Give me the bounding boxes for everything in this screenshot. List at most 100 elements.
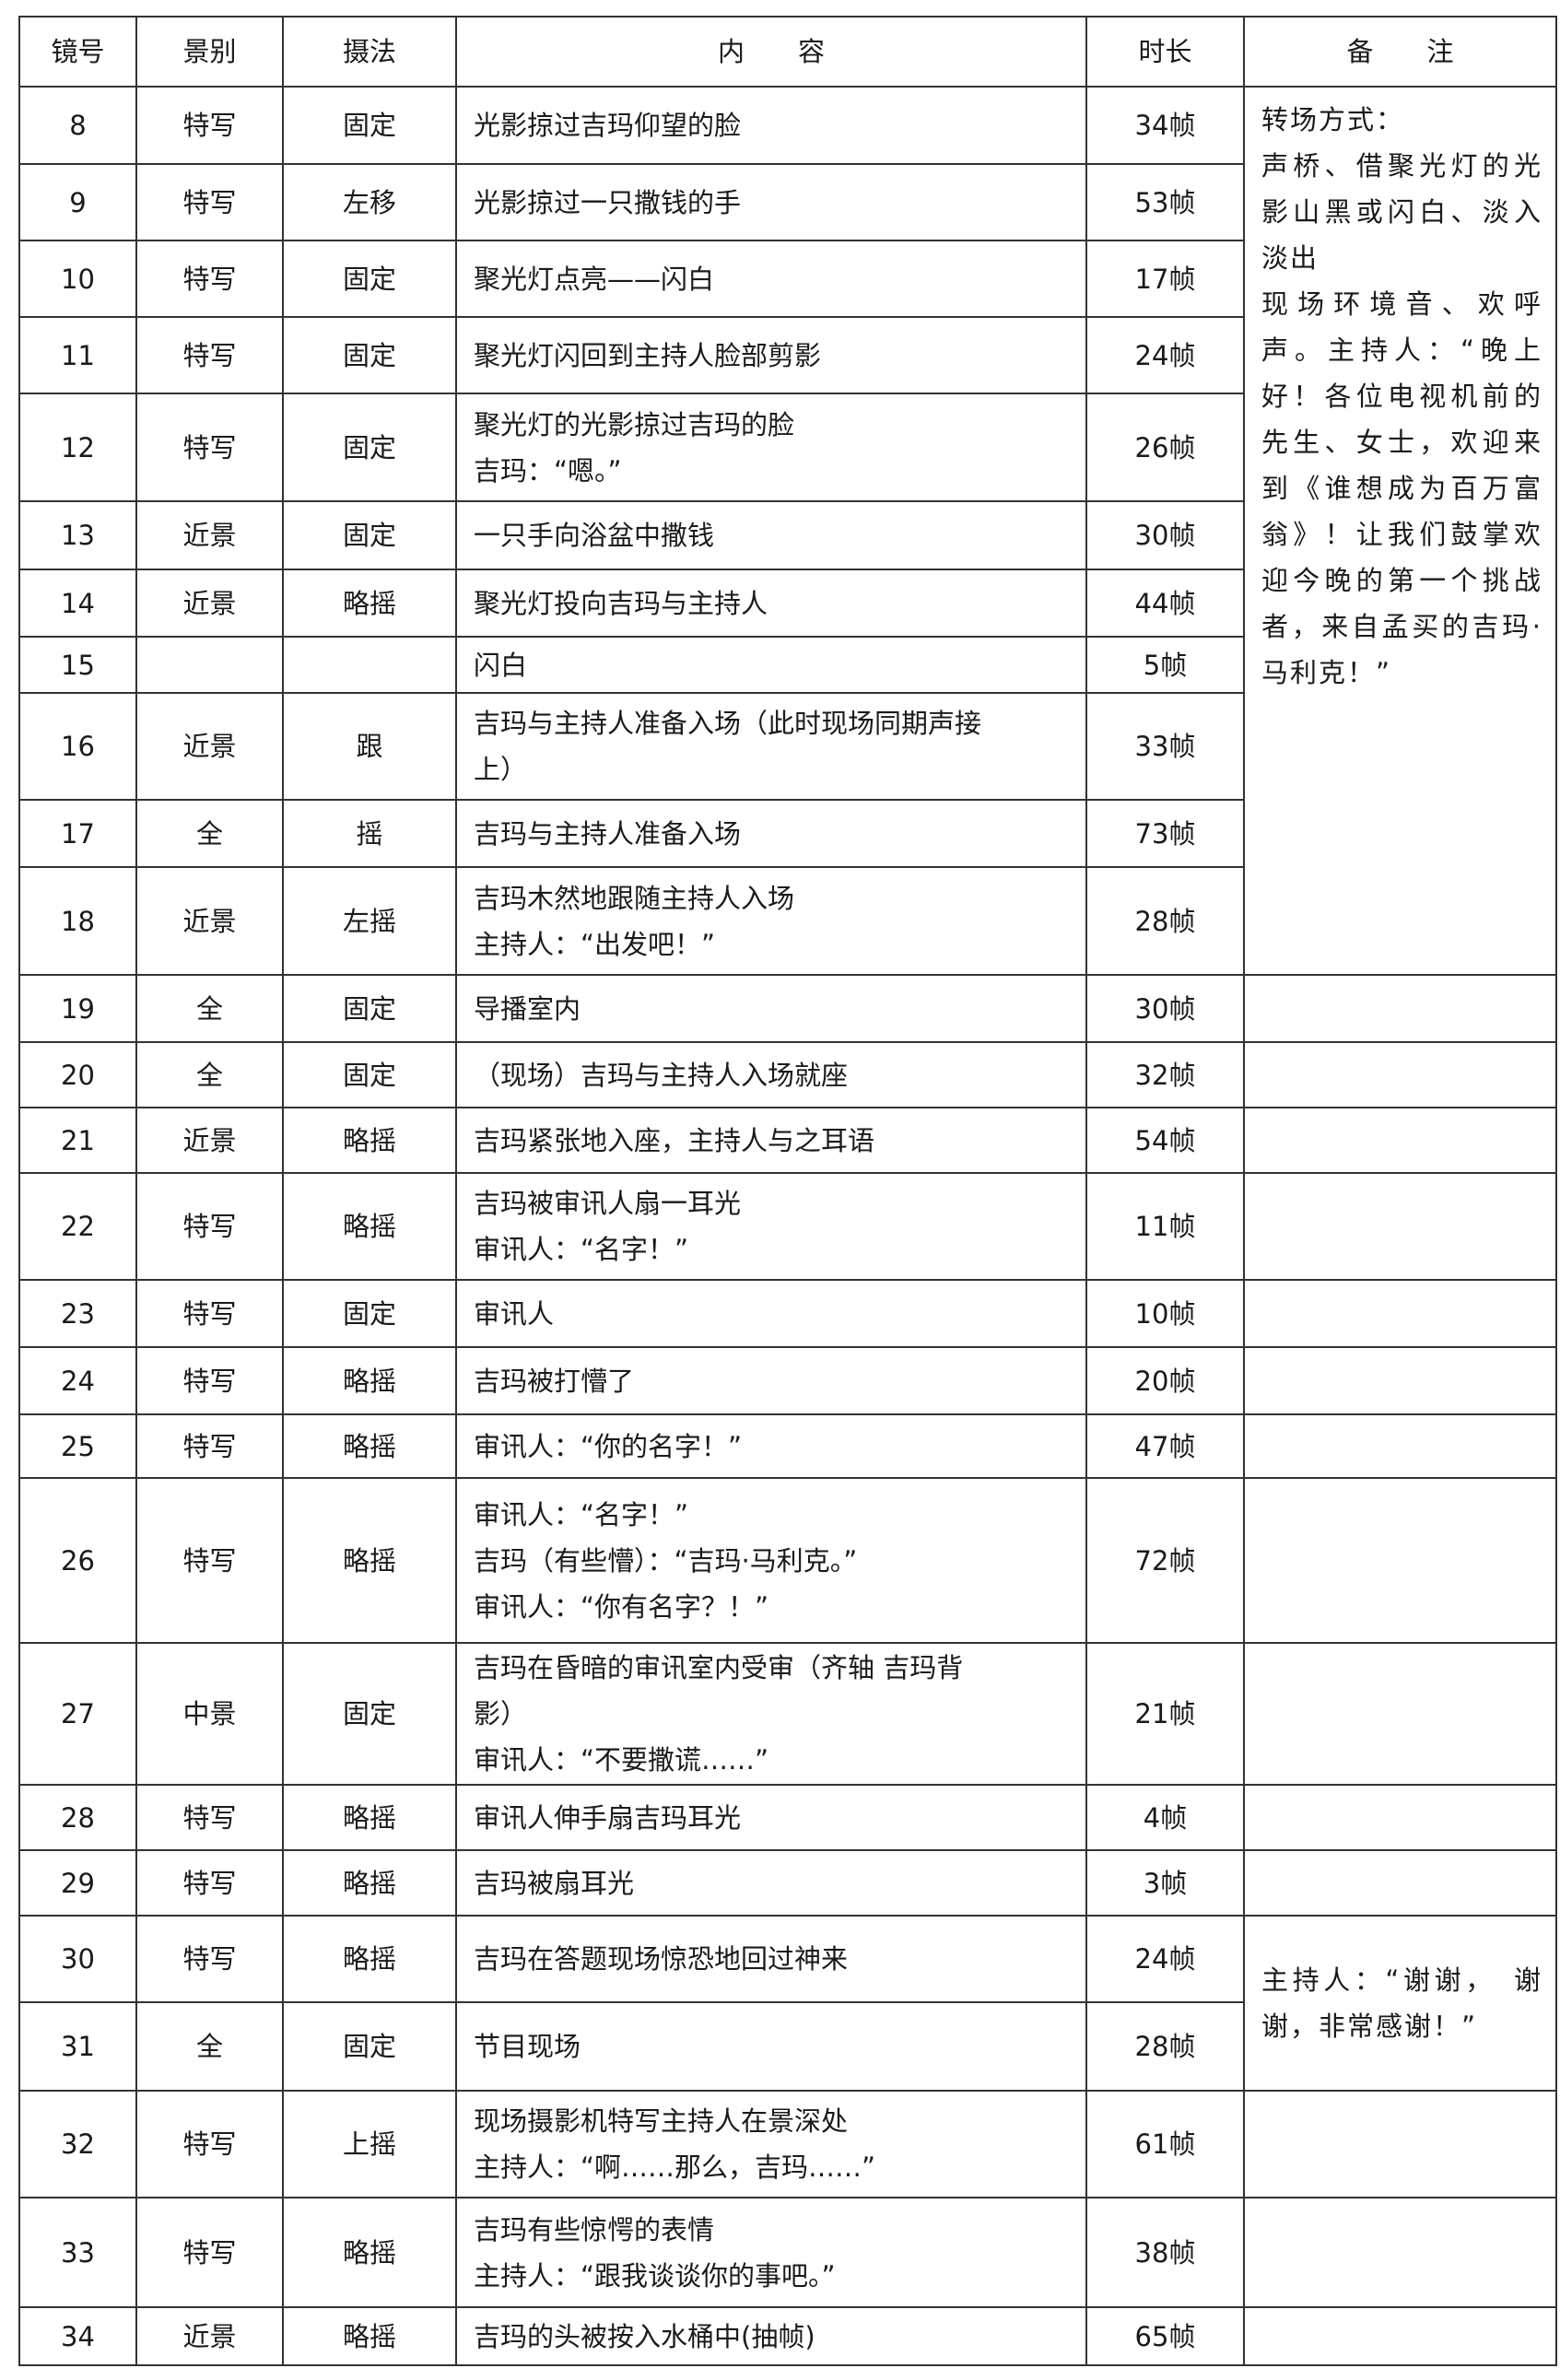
shot-scale-cell: 特写: [135, 393, 284, 502]
header-remark: 备 注: [1243, 16, 1557, 88]
content-line: 光影掠过一只撒钱的手: [474, 186, 742, 218]
duration-cell: 65帧: [1085, 2306, 1245, 2366]
duration-cell: 26帧: [1085, 393, 1245, 502]
content-line: 审讯人：“不要撒谎……”: [474, 1744, 769, 1776]
content-cell: 吉玛紧张地入座，主持人与之耳语: [455, 1107, 1087, 1174]
camera-move-cell: 略摇: [282, 1784, 457, 1851]
camera-move-cell: 固定: [282, 393, 457, 502]
table-row: 20 全固定 （现场）吉玛与主持人入场就座 32帧: [18, 1041, 1557, 1108]
content-line: 吉玛的头被按入水桶中(抽帧): [474, 2320, 815, 2352]
table-row: 9 特写 左移 光影掠过一只撒钱的手 53帧: [18, 163, 1556, 241]
table-row: 12 特写 固定 聚光灯的光影掠过吉玛的脸 吉玛：“嗯。” 26帧: [18, 393, 1556, 502]
table-row: 33 特写 略摇 吉玛有些惊愕的表情 主持人：“跟我谈谈你的事吧。” 38帧: [18, 2197, 1557, 2308]
camera-move-cell: 略摇: [282, 2197, 457, 2308]
table-row: 34 近景 略摇 吉玛的头被按入水桶中(抽帧) 65帧: [18, 2306, 1557, 2366]
shot-scale-cell: 全: [135, 974, 284, 1043]
shot-scale-cell: 特写: [135, 1849, 284, 1917]
duration-cell: 61帧: [1085, 2090, 1245, 2198]
table-row: 16 近景跟吉玛与主持人准备入场（此时现场同期声接 上） 33帧: [18, 692, 1556, 801]
remark-cell-empty: [1243, 2090, 1557, 2198]
shot-number-cell: 22: [18, 1172, 137, 1281]
content-line: 上）: [474, 754, 528, 785]
storyboard-table: 镜号 景别 摄法 内 容 时长 备 注 8 特写 固定 光影掠过吉玛仰望的脸 34帧 转场…: [18, 16, 1557, 2366]
shot-number-cell: 12: [18, 393, 137, 502]
shot-scale-cell: 特写: [135, 1413, 284, 1479]
content-cell: 吉玛的头被按入水桶中(抽帧): [455, 2306, 1087, 2366]
camera-move-cell: 固定: [282, 1041, 457, 1108]
content-line: 吉玛在昏暗的审讯室内受审（齐轴 吉玛背: [474, 1652, 964, 1683]
duration-cell: 54帧: [1085, 1107, 1245, 1174]
shot-number-cell: 28: [18, 1784, 137, 1851]
duration-cell: 34帧: [1085, 86, 1245, 165]
shot-scale-cell: 特写: [135, 163, 284, 241]
table-row: 13 近景 固定 一只手向浴盆中撒钱 30帧: [18, 500, 1556, 570]
content-line: 审讯人：“名字！”: [474, 1234, 689, 1265]
table-row: 8 特写 固定 光影掠过吉玛仰望的脸 34帧 转场方式： 声桥、借聚光灯的光影山黑或闪白、…: [18, 86, 1557, 976]
content-line: 聚光灯投向吉玛与主持人: [474, 587, 768, 619]
content-line: 吉玛在答题现场惊恐地回过神来: [474, 1943, 849, 1975]
shot-number-cell: 8: [18, 86, 137, 165]
table-row: 10 特写 固定 聚光灯点亮——闪白 17帧: [18, 240, 1556, 318]
content-line: 现场摄影机特写主持人在景深处: [474, 2105, 849, 2137]
header-shot: 镜号: [18, 16, 137, 88]
content-cell: 一只手向浴盆中撒钱: [455, 500, 1087, 570]
duration-cell: 33帧: [1085, 692, 1245, 801]
duration-cell: 5帧: [1085, 636, 1245, 694]
table-row: 31 全固定 节目现场 28帧: [18, 2001, 1556, 2092]
camera-move-cell: 略摇: [282, 1915, 457, 2003]
content-cell: 聚光灯投向吉玛与主持人: [455, 569, 1087, 638]
content-line: 闪白: [474, 649, 528, 681]
shot-number-cell: 20: [18, 1041, 137, 1108]
shot-number-cell: 18: [18, 866, 137, 976]
shot-number-cell: 15: [18, 636, 137, 694]
shot-number-cell: 19: [18, 974, 137, 1043]
content-cell: 吉玛木然地跟随主持人入场 主持人：“出发吧！”: [455, 866, 1087, 976]
content-line: 主持人：“跟我谈谈你的事吧。”: [474, 2259, 836, 2292]
content-line: 吉玛被审讯人扇一耳光: [474, 1188, 742, 1219]
camera-move-cell: [282, 636, 457, 694]
header-move: 摄法: [282, 16, 457, 88]
content-line: 审讯人：“你的名字！”: [474, 1430, 743, 1462]
table-row: 28 特写 略摇 审讯人伸手扇吉玛耳光 4帧: [18, 1784, 1557, 1851]
camera-move-cell: 略摇: [282, 1477, 457, 1644]
shot-number-cell: 23: [18, 1279, 137, 1348]
content-line: 光影掠过吉玛仰望的脸: [474, 110, 742, 141]
camera-move-cell: 略摇: [282, 1172, 457, 1281]
content-line: 节目现场: [474, 2031, 581, 2062]
content-cell: 吉玛与主持人准备入场: [455, 799, 1087, 868]
duration-cell: 3帧: [1085, 1849, 1245, 1917]
camera-move-cell: 固定: [282, 500, 457, 570]
table-row: 26 特写 略摇 审讯人：“名字！” 吉玛（有些懵）：“吉玛·马利克。” 审讯人：“你有名…: [18, 1477, 1557, 1644]
content-line: 吉玛与主持人准备入场（此时现场同期声接: [474, 708, 982, 739]
content-line: 吉玛有些惊愕的表情: [474, 2213, 715, 2245]
camera-move-cell: 固定: [282, 240, 457, 318]
duration-cell: 17帧: [1085, 240, 1245, 318]
duration-cell: 28帧: [1085, 866, 1245, 976]
content-cell: 现场摄影机特写主持人在景深处 主持人：“啊……那么，吉玛……”: [455, 2090, 1087, 2198]
duration-cell: 4帧: [1085, 1784, 1245, 1851]
header-row: 镜号 景别 摄法 内 容 时长 备 注: [18, 16, 1557, 88]
content-line: 审讯人伸手扇吉玛耳光: [474, 1801, 742, 1834]
camera-move-cell: 固定: [282, 1642, 457, 1786]
camera-move-cell: 左移: [282, 163, 457, 241]
shot-scale-cell: 特写: [135, 2197, 284, 2308]
content-line: 审讯人：“你有名字？！”: [474, 1590, 769, 1623]
content-cell: 聚光灯闪回到主持人脸部剪影: [455, 316, 1087, 394]
remark-cell-empty: [1243, 2197, 1557, 2308]
shot-number-cell: 10: [18, 240, 137, 318]
shot-scale-cell: 特写: [135, 1784, 284, 1851]
shot-number-cell: 21: [18, 1107, 137, 1174]
camera-move-cell: 固定: [282, 974, 457, 1043]
camera-move-cell: 固定: [282, 1279, 457, 1348]
table-row: 22 特写 略摇 吉玛被审讯人扇一耳光 审讯人：“名字！” 11帧: [18, 1172, 1557, 1281]
shot-scale-cell: 特写: [135, 2090, 284, 2198]
duration-cell: 53帧: [1085, 163, 1245, 241]
content-cell: 审讯人：“名字！” 吉玛（有些懵）：“吉玛·马利克。” 审讯人：“你有名字？！”: [455, 1477, 1087, 1644]
shot-scale-cell: 全: [135, 1041, 284, 1108]
remark-cell: 主持人：“谢谢， 谢谢，非常感谢！”: [1243, 1915, 1557, 2092]
shot-scale-cell: [135, 636, 284, 694]
duration-cell: 73帧: [1085, 799, 1245, 868]
camera-move-cell: 固定: [282, 316, 457, 394]
content-line: 审讯人：“名字！”: [474, 1498, 689, 1530]
table-row: 17 全摇吉玛与主持人准备入场 73帧: [18, 799, 1556, 868]
